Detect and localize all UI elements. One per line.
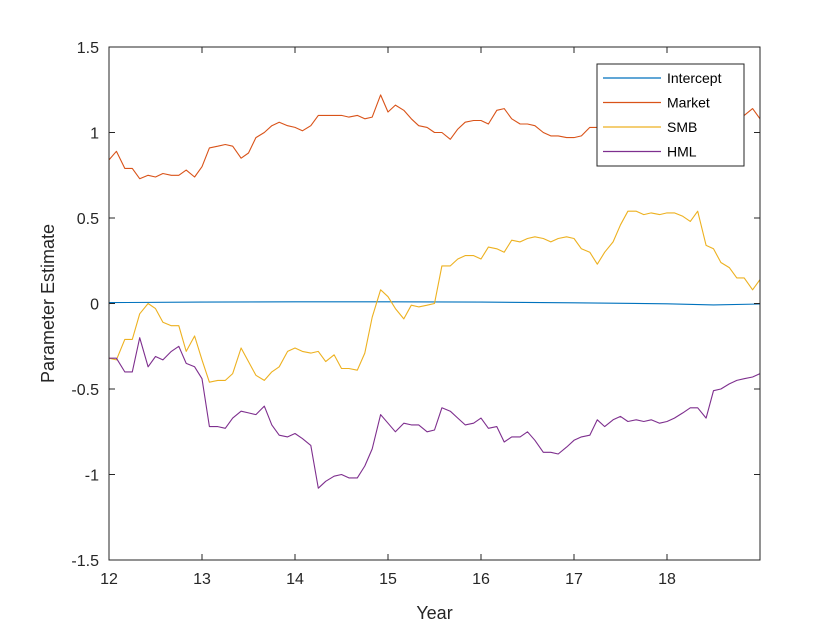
legend-label-smb: SMB: [667, 119, 697, 135]
x-tick-label: 17: [565, 571, 583, 588]
series-line-intercept: [108, 301, 761, 306]
y-tick-label: 0.5: [77, 211, 99, 228]
x-tick-label: 16: [472, 571, 490, 588]
y-tick-label: -1.5: [71, 553, 99, 570]
legend-label-market: Market: [667, 95, 710, 111]
y-tick-label: -0.5: [71, 382, 99, 399]
tick-layer: 12 13 14 15 16 17 18 -1.5 -1 -0.5 0 0.5 1 1.5: [71, 40, 760, 588]
series-line-hml: [109, 337, 761, 489]
legend-label-intercept: Intercept: [667, 70, 722, 86]
x-tick-label: 12: [100, 571, 118, 588]
x-tick-label: 15: [379, 571, 397, 588]
x-tick-label: 13: [193, 571, 211, 588]
legend-label-hml: HML: [667, 144, 697, 160]
y-tick-label: -1: [85, 468, 99, 485]
y-axis-label: Parameter Estimate: [38, 224, 58, 383]
y-tick-label: 1: [90, 126, 99, 143]
x-tick-label: 18: [658, 571, 676, 588]
legend: Intercept Market SMB HML: [596, 63, 745, 167]
x-axis-label: Year: [416, 603, 452, 623]
y-tick-label: 1.5: [77, 40, 99, 57]
series-line-smb: [108, 210, 761, 383]
y-tick-label: 0: [90, 297, 99, 314]
legend-box: [596, 63, 745, 167]
x-tick-label: 14: [286, 571, 304, 588]
